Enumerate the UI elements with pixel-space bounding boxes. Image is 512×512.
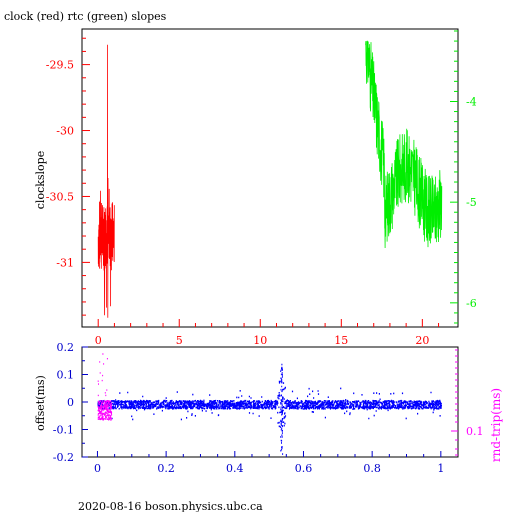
bottom-chart: 0 0.2 0.4 0.6 0.8 1 0.2 0.1 0 -0.1 -0.2 0.1 offse… <box>34 341 503 475</box>
top-left-tick-label: -30.5 <box>46 190 74 203</box>
footer-text: 2020-08-16 boson.physics.ubc.ca <box>78 500 263 512</box>
top-x-axis: 0 5 10 15 20 <box>95 319 440 347</box>
top-left-tick-label: -31 <box>56 256 74 269</box>
top-x-tick-label: 10 <box>253 334 267 347</box>
top-left-tick-label: -29.5 <box>46 59 74 72</box>
top-right-tick-label: -4 <box>466 95 477 108</box>
top-x-tick-label: 5 <box>176 334 183 347</box>
top-right-tick-label: -5 <box>466 196 477 209</box>
bottom-x-tick-label: 0.6 <box>295 462 313 475</box>
bottom-x-tick-label: 0.4 <box>226 462 244 475</box>
top-series-group <box>97 40 443 318</box>
bottom-left-tick-label: -0.1 <box>53 424 74 437</box>
top-right-axis: -4 -5 -6 <box>450 30 477 324</box>
chart-title: clock (red) rtc (green) slopes <box>4 10 167 23</box>
bottom-x-tick-label: 0.8 <box>363 462 381 475</box>
bottom-y-axis-label: offset(ms) <box>34 375 47 431</box>
top-left-axis: -29.5 -30 -30.5 -31 <box>46 37 90 316</box>
top-y-axis-label: clockslope <box>34 151 47 209</box>
top-right-tick-label: -6 <box>466 297 477 310</box>
top-x-tick-label: 20 <box>415 334 429 347</box>
bottom-right-tick-label: 0.1 <box>466 425 484 438</box>
top-left-tick-label: -30 <box>56 125 74 138</box>
bottom-right-axis: 0.1 <box>451 349 484 456</box>
bottom-left-tick-label: 0.1 <box>57 369 75 382</box>
clock-series-line <box>97 44 115 318</box>
bottom-right-axis-label: rnd-trip(ms) <box>489 388 503 462</box>
rnd-trip-series-points <box>97 353 113 421</box>
bottom-x-tick-label: 0 <box>94 462 101 475</box>
rtc-series-line <box>365 40 443 249</box>
top-chart: 0 5 10 15 20 -29.5 -30 -30.5 -31 -4 -5 -6 clocksl… <box>34 28 477 347</box>
bottom-series-group <box>97 353 442 455</box>
bottom-left-tick-label: -0.2 <box>53 451 74 464</box>
bottom-x-tick-label: 0.2 <box>157 462 175 475</box>
bottom-left-tick-label: 0 <box>67 396 74 409</box>
bottom-x-tick-label: 1 <box>437 462 444 475</box>
top-x-tick-label: 15 <box>334 334 348 347</box>
bottom-x-axis: 0 0.2 0.4 0.6 0.8 1 <box>94 451 444 475</box>
bottom-left-axis: 0.2 0.1 0 -0.1 -0.2 <box>53 341 88 464</box>
top-plot-frame <box>81 28 459 328</box>
top-x-tick-label: 0 <box>95 334 102 347</box>
bottom-left-tick-label: 0.2 <box>57 341 75 354</box>
offset-series-points <box>97 363 442 455</box>
